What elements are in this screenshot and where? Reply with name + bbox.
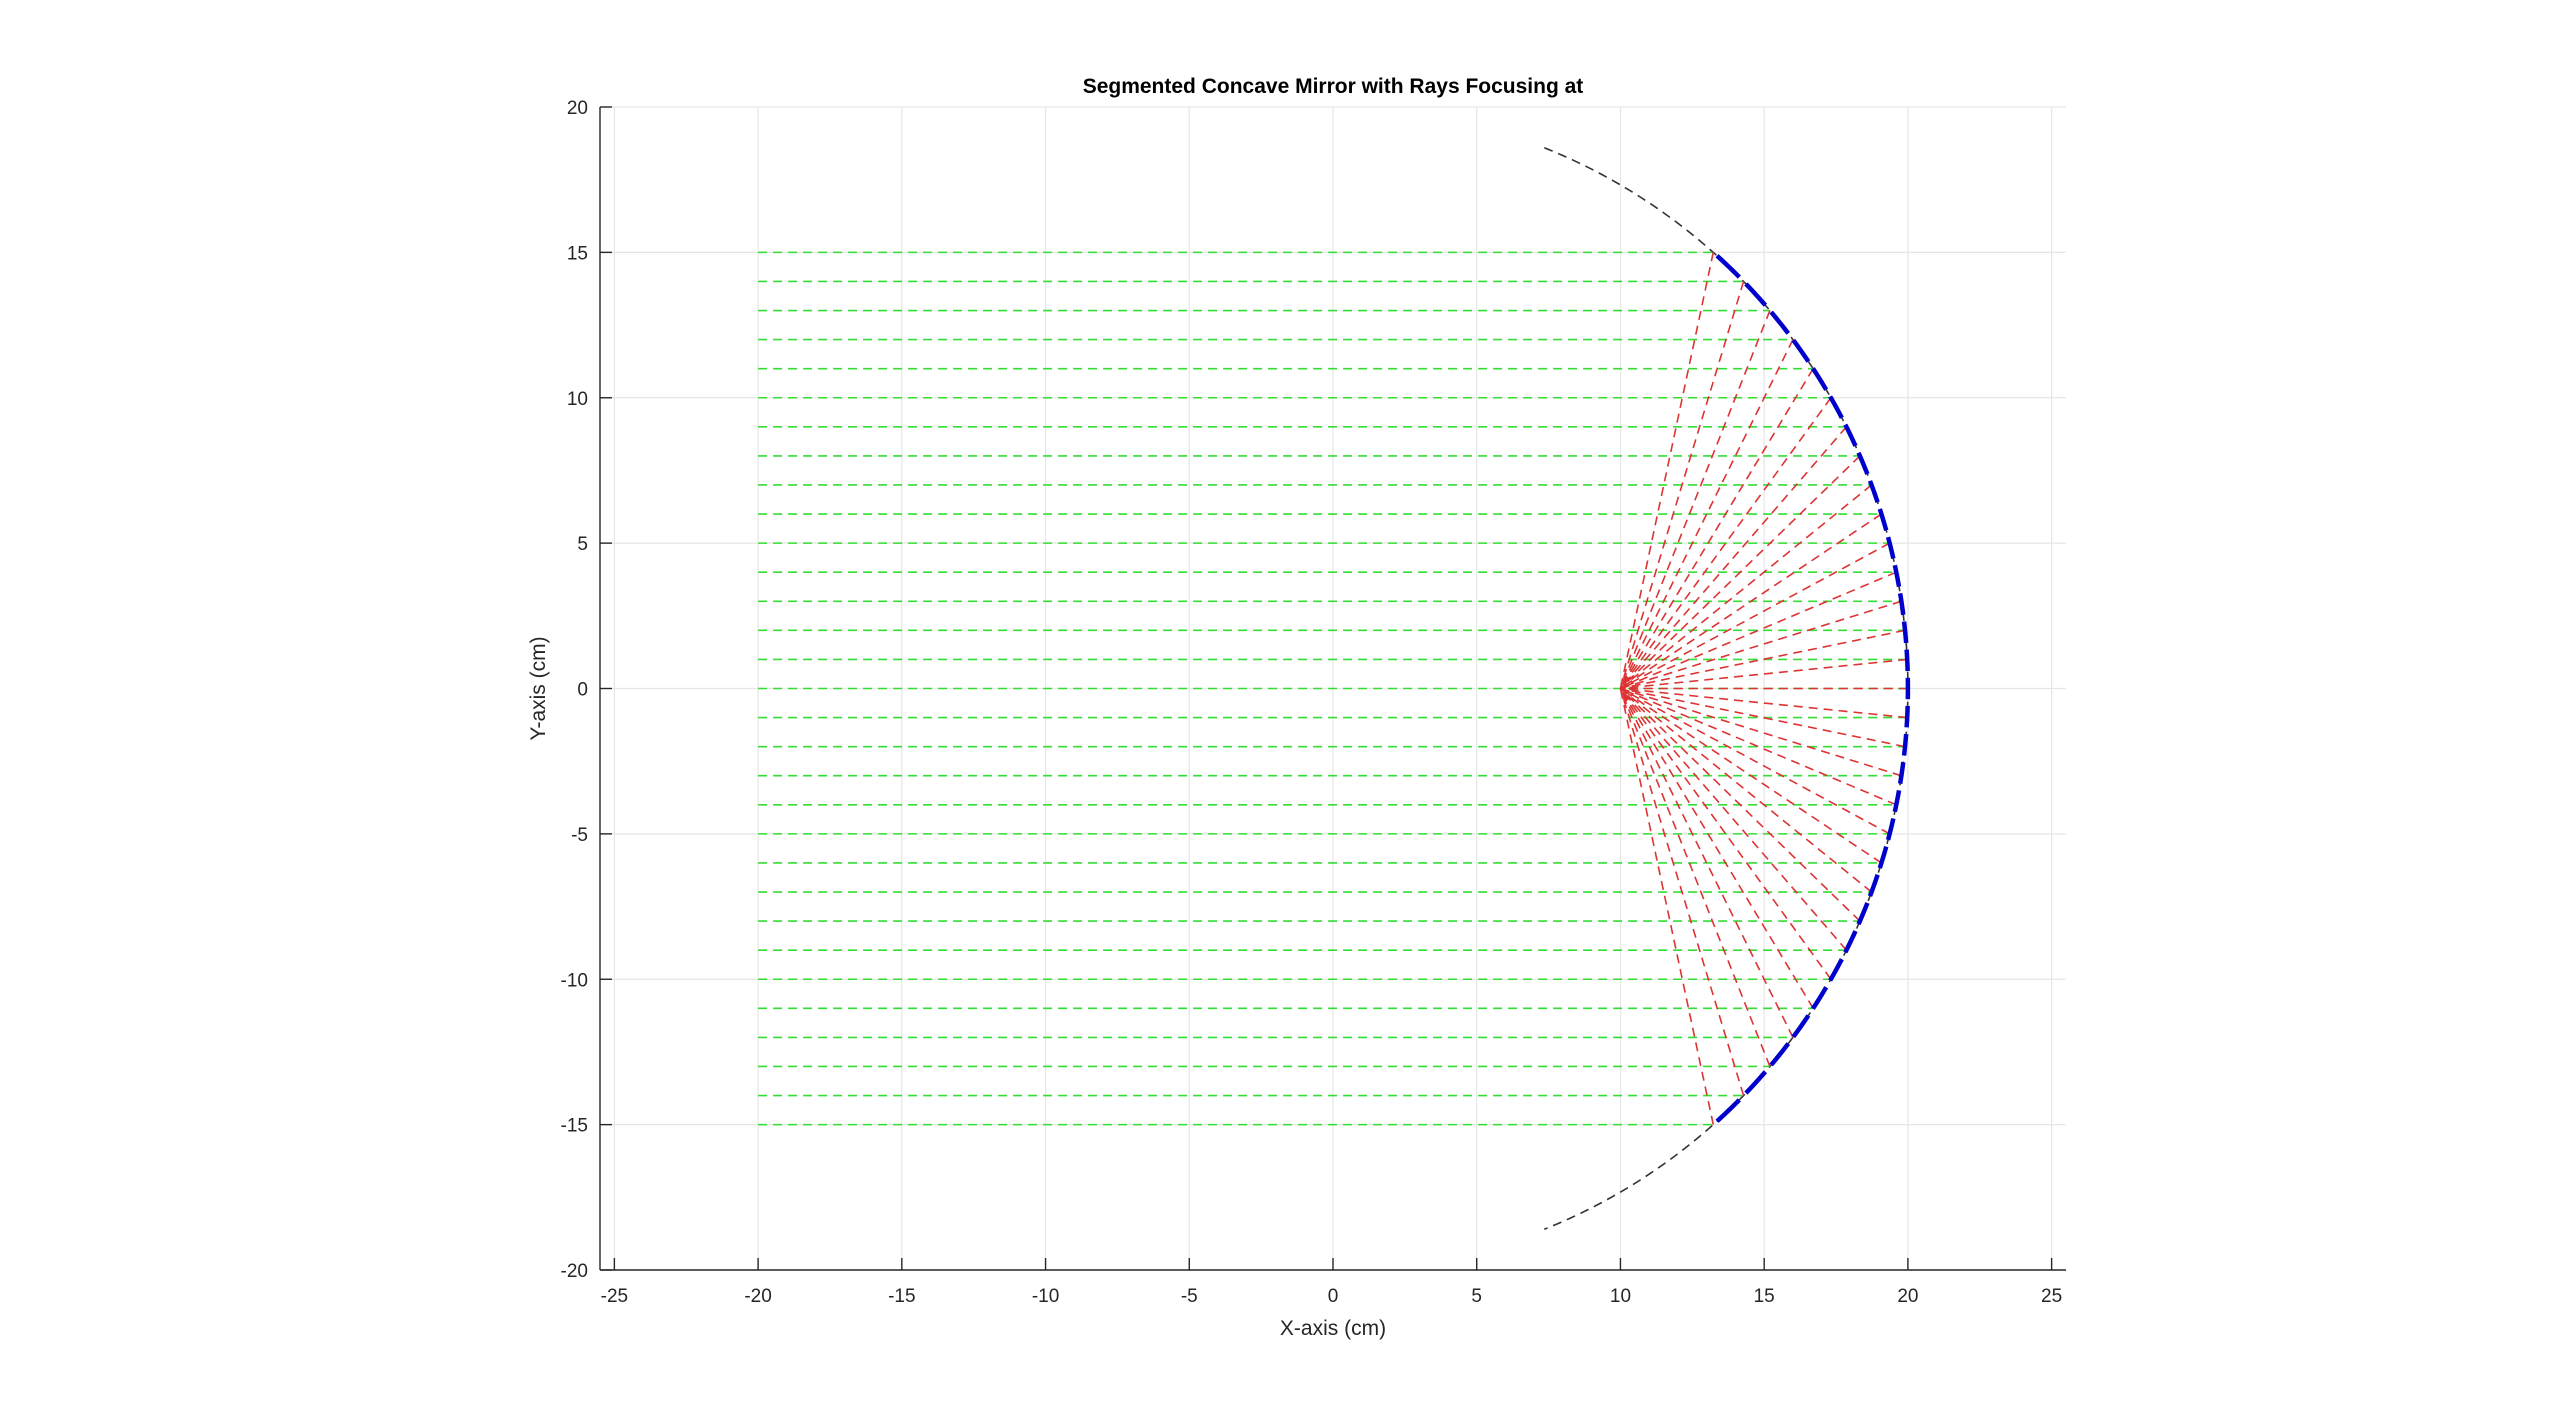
reflected-ray xyxy=(1619,339,1794,689)
mirror-segment xyxy=(1877,846,1889,869)
mirror-segment xyxy=(1901,621,1909,644)
reflected-rays xyxy=(1619,252,1908,1125)
y-tick-label: -10 xyxy=(561,970,588,991)
reflected-ray xyxy=(1619,688,1814,1009)
mirror-segment xyxy=(1892,789,1902,813)
mirror-segment xyxy=(1867,874,1880,897)
mirror-segment xyxy=(1769,1042,1791,1067)
chart-title: Segmented Concave Mirror with Rays Focus… xyxy=(1083,75,1584,98)
x-tick-label: 25 xyxy=(2041,1286,2062,1307)
mirror-segment xyxy=(1885,536,1896,560)
incident-rays xyxy=(758,251,1908,1126)
reflected-ray xyxy=(1619,281,1745,689)
x-tick-label: -10 xyxy=(1032,1286,1059,1307)
mirror-segment xyxy=(1811,986,1829,1010)
mirror-segment xyxy=(1901,733,1909,756)
reflected-ray xyxy=(1620,687,1902,777)
y-tick-label: 15 xyxy=(567,243,588,264)
mirror-segment xyxy=(1744,282,1768,307)
mirror-segment xyxy=(1715,1098,1741,1123)
reflected-ray xyxy=(1620,513,1882,690)
plot-area: -25 -20 -15 -10 -5 0 5 10 15 20 25 -20 -15 -10 -5 0 5 10… xyxy=(561,98,2066,1307)
reflected-ray xyxy=(1619,687,1861,922)
mirror-segment xyxy=(1877,508,1889,531)
reflected-ray xyxy=(1619,310,1771,689)
reflected-ray xyxy=(1620,687,1897,806)
reflected-ray xyxy=(1620,629,1906,690)
reflected-ray xyxy=(1619,484,1873,690)
mirror-segment xyxy=(1856,451,1870,475)
reflected-ray xyxy=(1620,658,1908,690)
x-tick-label: -25 xyxy=(601,1286,628,1307)
mirror-segment xyxy=(1828,395,1844,419)
y-tick-label: -15 xyxy=(561,1116,588,1137)
mirror-segment xyxy=(1885,817,1896,841)
y-tick-label: 0 xyxy=(577,680,588,701)
reflected-ray xyxy=(1619,426,1848,690)
reflected-ray xyxy=(1619,688,1794,1038)
reflected-ray xyxy=(1619,368,1814,689)
axes xyxy=(599,106,2066,1271)
reflected-ray xyxy=(1620,687,1891,835)
reflected-ray xyxy=(1620,687,1906,748)
mirror-segment xyxy=(1843,930,1858,954)
mirror-segment xyxy=(1892,564,1902,588)
x-tick-label: 10 xyxy=(1610,1286,1631,1307)
mirror-segment xyxy=(1744,1070,1768,1095)
mirror-segment xyxy=(1791,1014,1811,1039)
mirror-segment xyxy=(1811,367,1829,391)
mirror-segment xyxy=(1904,649,1910,672)
x-tick-label: 15 xyxy=(1754,1286,1775,1307)
mirror-segment xyxy=(1856,902,1870,926)
mirror-segment xyxy=(1715,254,1741,279)
reflected-ray xyxy=(1620,542,1891,690)
reflected-ray xyxy=(1619,688,1771,1067)
y-tick-label: -20 xyxy=(561,1261,588,1282)
reflected-ray xyxy=(1620,687,1908,719)
mirror-segment xyxy=(1791,338,1811,363)
reflected-ray xyxy=(1619,687,1848,951)
x-tick-label: -5 xyxy=(1181,1286,1198,1307)
mirror-segment xyxy=(1904,705,1910,728)
y-tick-label: 5 xyxy=(577,534,588,555)
mirror-segment xyxy=(1828,958,1844,982)
x-tick-label: 0 xyxy=(1328,1286,1339,1307)
reflected-ray xyxy=(1620,687,1882,864)
x-tick-label: -15 xyxy=(888,1286,915,1307)
y-tick-label: 20 xyxy=(567,98,588,119)
y-axis-label: Y-axis (cm) xyxy=(527,636,550,740)
x-tick-labels: -25 -20 -15 -10 -5 0 5 10 15 20 25 xyxy=(601,1286,2063,1307)
x-tick-label: -20 xyxy=(744,1286,771,1307)
reflected-ray xyxy=(1620,571,1897,690)
mirror-segments xyxy=(1715,254,1911,1123)
mirror-segment xyxy=(1769,310,1791,335)
reflected-ray xyxy=(1619,455,1861,690)
x-tick-label: 20 xyxy=(1897,1286,1918,1307)
x-tick-label: 5 xyxy=(1471,1286,1482,1307)
y-tick-label: -5 xyxy=(571,825,588,846)
x-axis-label: X-axis (cm) xyxy=(1280,1317,1386,1340)
mirror-segment xyxy=(1843,423,1858,447)
reflected-ray xyxy=(1620,600,1902,690)
reflected-ray xyxy=(1619,688,1745,1096)
mirror-segment xyxy=(1897,593,1906,616)
y-tick-labels: -20 -15 -10 -5 0 5 10 15 20 xyxy=(561,98,588,1282)
reflected-ray xyxy=(1619,687,1873,893)
mirror-segment xyxy=(1897,761,1906,784)
y-tick-label: 10 xyxy=(567,389,588,410)
mirror-segment xyxy=(1867,480,1880,503)
